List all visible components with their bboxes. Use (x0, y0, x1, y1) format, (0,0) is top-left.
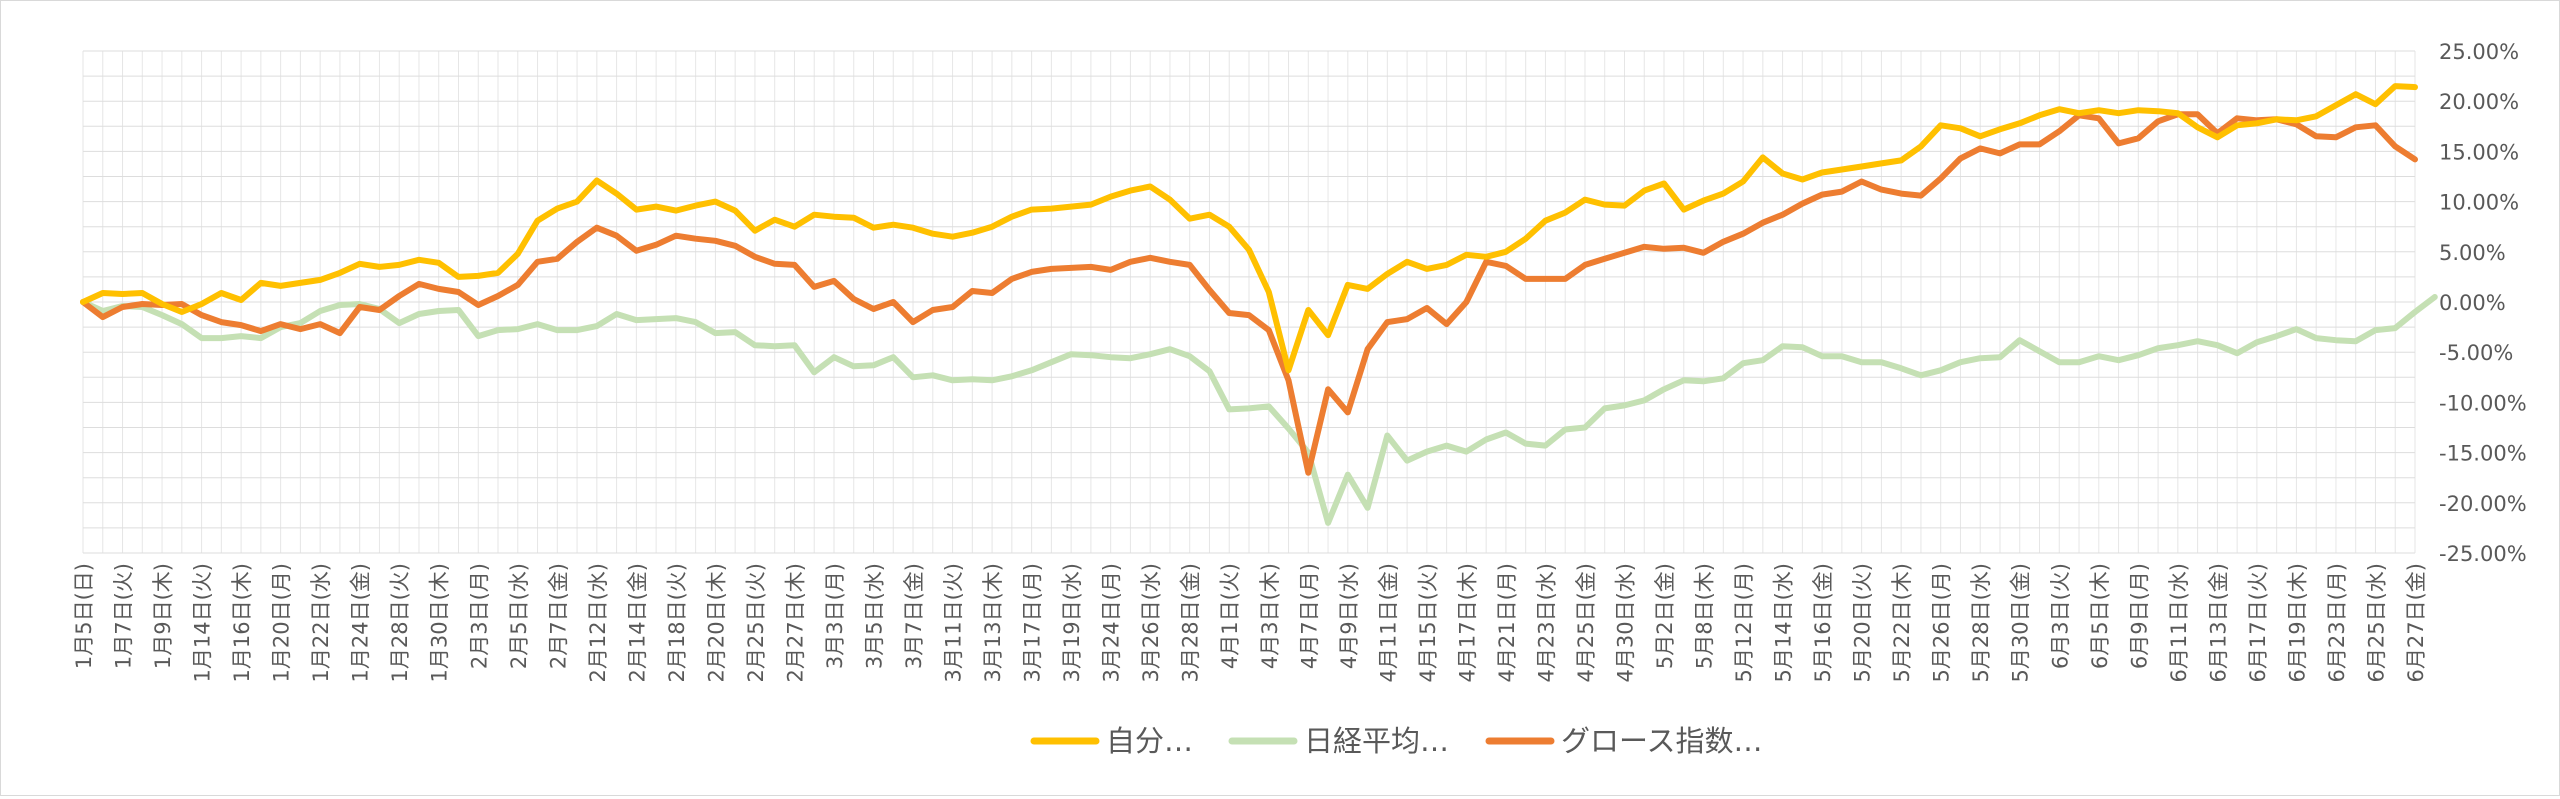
x-tick-label: 2月27日(木) (783, 563, 807, 682)
y-tick-label: -20.00% (2439, 492, 2527, 516)
x-tick-label: 5月30日(金) (2009, 563, 2033, 682)
x-tick-label: 6月25日(水) (2364, 563, 2388, 682)
series-line-0 (80, 83, 2418, 374)
y-tick-label: -15.00% (2439, 442, 2527, 466)
x-tick-label: 6月5日(木) (2088, 563, 2112, 669)
legend-label-1: 日経平均… (1304, 724, 1449, 758)
x-tick-label: 5月20日(火) (1851, 563, 1875, 682)
x-tick-label: 4月23日(水) (1534, 563, 1558, 682)
y-tick-label: 0.00% (2439, 291, 2506, 315)
x-tick-label: 2月18日(火) (665, 563, 689, 682)
x-tick-label: 5月12日(月) (1732, 563, 1756, 682)
x-tick-label: 6月27日(金) (2404, 563, 2428, 682)
x-tick-label: 1月22日(水) (309, 563, 333, 682)
x-tick-label: 2月7日(金) (546, 563, 570, 669)
x-tick-label: 1月28日(火) (388, 563, 412, 682)
x-tick-label: 1月20日(月) (270, 563, 294, 682)
x-tick-label: 1月14日(火) (191, 563, 215, 682)
x-tick-label: 3月17日(月) (1021, 563, 1045, 682)
x-tick-label: 5月8日(木) (1693, 563, 1717, 669)
x-tick-label: 1月9日(木) (151, 563, 175, 669)
x-tick-label: 3月24日(月) (1100, 563, 1124, 682)
x-tick-label: 4月1日(火) (1218, 563, 1242, 669)
x-axis-tick-labels: 1月5日(日) 1月7日(火) 1月9日(木) 1月14日(火) 1月16日(木) 1月2… (72, 563, 2428, 682)
x-tick-label: 6月13日(金) (2206, 563, 2230, 682)
x-tick-label: 4月30日(水) (1613, 563, 1637, 682)
y-tick-label: -5.00% (2439, 341, 2513, 365)
x-tick-label: 2月5日(水) (507, 563, 531, 669)
y-tick-label: 15.00% (2439, 140, 2519, 164)
x-tick-label: 4月17日(木) (1455, 563, 1479, 682)
x-tick-label: 2月14日(金) (625, 563, 649, 682)
x-tick-label: 3月13日(木) (981, 563, 1005, 682)
x-tick-label: 6月9日(月) (2127, 563, 2151, 669)
x-tick-label: 4月3日(木) (1258, 563, 1282, 669)
x-tick-label: 4月11日(金) (1376, 563, 1400, 682)
x-tick-label: 4月9日(水) (1337, 563, 1361, 669)
x-tick-label: 4月15日(火) (1416, 563, 1440, 682)
x-tick-label: 6月11日(水) (2167, 563, 2191, 682)
x-tick-label: 1月24日(金) (349, 563, 373, 682)
x-tick-label: 3月5日(水) (863, 563, 887, 669)
x-tick-label: 1月30日(木) (428, 563, 452, 682)
x-tick-label: 5月22日(木) (1890, 563, 1914, 682)
x-tick-label: 6月23日(月) (2325, 563, 2349, 682)
series-lines (80, 83, 2438, 526)
x-tick-label: 6月3日(火) (2048, 563, 2072, 669)
legend: 自分… 日経平均… グロース指数… (1030, 724, 1763, 758)
x-tick-label: 2月12日(水) (586, 563, 610, 682)
y-tick-label: -10.00% (2439, 391, 2527, 415)
x-tick-label: 3月26日(水) (1139, 563, 1163, 682)
x-tick-label: 2月3日(月) (467, 563, 491, 669)
x-tick-label: 5月28日(水) (1969, 563, 1993, 682)
legend-label-2: グロース指数… (1561, 724, 1763, 758)
y-tick-label: -25.00% (2439, 542, 2527, 566)
series-line-1 (80, 294, 2438, 526)
x-tick-label: 4月7日(月) (1297, 563, 1321, 669)
x-tick-label: 5月26日(月) (1930, 563, 1954, 682)
x-tick-label: 1月5日(日) (72, 563, 96, 669)
x-tick-label: 1月16日(木) (230, 563, 254, 682)
y-tick-label: 20.00% (2439, 90, 2519, 114)
y-tick-label: 5.00% (2439, 241, 2506, 265)
x-tick-label: 3月11日(火) (942, 563, 966, 682)
y-axis-tick-labels: 25.00% 20.00% 15.00% 10.00% 5.00% 0.00% -5.00%… (2439, 40, 2527, 566)
x-tick-label: 3月3日(月) (823, 563, 847, 669)
x-tick-label: 2月20日(木) (704, 563, 728, 682)
x-tick-label: 3月28日(金) (1179, 563, 1203, 682)
y-tick-label: 10.00% (2439, 191, 2519, 215)
x-tick-label: 4月25日(金) (1574, 563, 1598, 682)
x-tick-label: 3月19日(水) (1060, 563, 1084, 682)
x-tick-label: 6月19日(木) (2285, 563, 2309, 682)
x-tick-label: 5月2日(金) (1653, 563, 1677, 669)
x-tick-label: 1月7日(火) (112, 563, 136, 669)
x-tick-label: 5月16日(金) (1811, 563, 1835, 682)
x-tick-label: 3月7日(金) (902, 563, 926, 669)
x-tick-label: 5月14日(水) (1772, 563, 1796, 682)
legend-label-0: 自分… (1106, 724, 1193, 758)
y-tick-label: 25.00% (2439, 40, 2519, 64)
x-tick-label: 6月17日(火) (2246, 563, 2270, 682)
series-line-2 (80, 111, 2418, 476)
x-tick-label: 2月25日(火) (744, 563, 768, 682)
x-tick-label: 4月21日(月) (1495, 563, 1519, 682)
